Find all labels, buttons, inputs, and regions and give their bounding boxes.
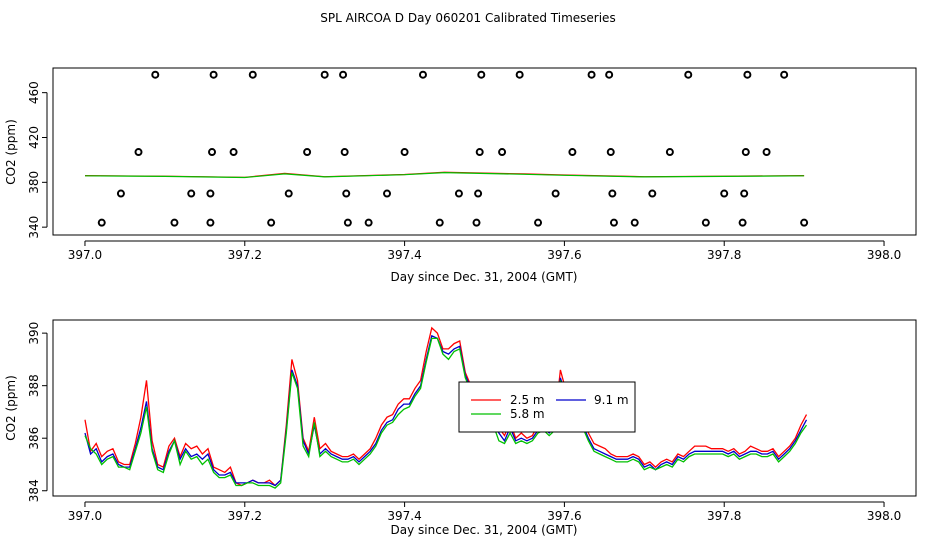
scatter-point <box>701 218 710 227</box>
panel-bottom-lines: 397.0 397.2 397.4 397.6 397.8 398.0 384 386 388… <box>4 319 917 537</box>
legend-label: 5.8 m <box>510 407 545 421</box>
scatter-point <box>267 218 276 227</box>
scatter-point <box>534 218 543 227</box>
scatter-point <box>400 148 409 157</box>
x-tick-label: 397.8 <box>707 509 741 523</box>
x-axis: 397.0 397.2 397.4 397.6 397.8 398.0 <box>68 501 901 523</box>
scatter-point <box>383 189 392 198</box>
scatter-point <box>648 189 657 198</box>
scatter-point <box>740 189 749 198</box>
scatter-point <box>738 218 747 227</box>
x-tick-label: 397.4 <box>387 509 421 523</box>
x-axis: 397.0 397.2 397.4 397.6 397.8 398.0 <box>68 240 901 262</box>
y-axis-label: CO2 (ppm) <box>4 119 18 185</box>
scatter-point <box>741 148 750 157</box>
x-tick-label: 397.0 <box>68 509 102 523</box>
x-axis-label: Day since Dec. 31, 2004 (GMT) <box>391 523 578 537</box>
scatter-point <box>97 218 106 227</box>
series-line-2-5-m <box>84 326 808 487</box>
scatter-point <box>720 189 729 198</box>
scatter-point <box>587 70 596 79</box>
series-line <box>84 171 805 179</box>
scatter-point <box>248 70 257 79</box>
legend: 2.5 m 9.1 m 5.8 m <box>458 381 636 433</box>
scatter-point <box>780 70 789 79</box>
scatter-point <box>170 218 179 227</box>
x-tick-label: 397.6 <box>547 248 581 262</box>
figure-title: SPL AIRCOA D Day 060201 Calibrated Times… <box>320 11 615 25</box>
scatter-point <box>342 189 351 198</box>
scatter-point <box>477 70 486 79</box>
y-axis: 384 386 388 390 <box>27 322 48 502</box>
scatter-point <box>339 70 348 79</box>
x-tick-label: 398.0 <box>867 248 901 262</box>
y-tick-label: 380 <box>27 171 41 194</box>
x-tick-label: 397.2 <box>228 248 262 262</box>
scatter-point <box>474 189 483 198</box>
scatter-point <box>151 70 160 79</box>
scatter-point <box>340 148 349 157</box>
x-tick-label: 397.4 <box>387 248 421 262</box>
y-tick-label: 390 <box>27 322 41 345</box>
scatter-point <box>343 218 352 227</box>
scatter-point <box>665 148 674 157</box>
scatter-point <box>609 218 618 227</box>
scatter-point <box>606 148 615 157</box>
scatter-point <box>418 70 427 79</box>
scatter-point <box>134 148 143 157</box>
x-tick-label: 397.8 <box>707 248 741 262</box>
plot-area <box>84 326 808 489</box>
scatter-point <box>320 70 329 79</box>
scatter-point <box>800 218 809 227</box>
scatter-point <box>551 189 560 198</box>
y-tick-label: 460 <box>27 81 41 104</box>
x-tick-label: 398.0 <box>867 509 901 523</box>
scatter-point <box>605 70 614 79</box>
series-line-9-1-m <box>84 334 808 487</box>
scatter-point <box>568 148 577 157</box>
scatter-point <box>454 189 463 198</box>
series-line-5-8-m <box>84 337 808 489</box>
scatter-point <box>229 148 238 157</box>
y-tick-label: 388 <box>27 374 41 397</box>
scatter-point <box>208 148 217 157</box>
x-tick-label: 397.6 <box>547 509 581 523</box>
scatter-point <box>743 70 752 79</box>
y-tick-label: 340 <box>27 216 41 239</box>
x-axis-label: Day since Dec. 31, 2004 (GMT) <box>391 270 578 284</box>
scatter-point <box>364 218 373 227</box>
scatter-point <box>209 70 218 79</box>
panel-top-scatter: 397.0 397.2 397.4 397.6 397.8 398.0 340 380 420… <box>4 67 917 284</box>
x-tick-label: 397.0 <box>68 248 102 262</box>
plot-frame <box>52 319 917 497</box>
y-axis: 340 380 420 460 <box>27 81 48 239</box>
y-axis-label: CO2 (ppm) <box>4 375 18 441</box>
scatter-point <box>187 189 196 198</box>
y-tick-label: 384 <box>27 479 41 502</box>
scatter-point <box>630 218 639 227</box>
plot-frame <box>52 67 917 236</box>
scatter-point <box>515 70 524 79</box>
scatter-point <box>206 189 215 198</box>
scatter-point <box>303 148 312 157</box>
legend-label: 2.5 m <box>510 393 545 407</box>
scatter-point <box>116 189 125 198</box>
scatter-point <box>498 148 507 157</box>
legend-label: 9.1 m <box>594 393 629 407</box>
x-tick-label: 397.2 <box>228 509 262 523</box>
legend-box <box>458 381 636 433</box>
y-tick-label: 420 <box>27 126 41 149</box>
y-tick-label: 386 <box>27 427 41 450</box>
scatter-point <box>762 148 771 157</box>
scatter-point <box>475 148 484 157</box>
plot-area <box>84 70 809 227</box>
scatter-point <box>284 189 293 198</box>
scatter-point <box>435 218 444 227</box>
scatter-point <box>684 70 693 79</box>
scatter-point <box>472 218 481 227</box>
scatter-point <box>206 218 215 227</box>
scatter-point <box>608 189 617 198</box>
